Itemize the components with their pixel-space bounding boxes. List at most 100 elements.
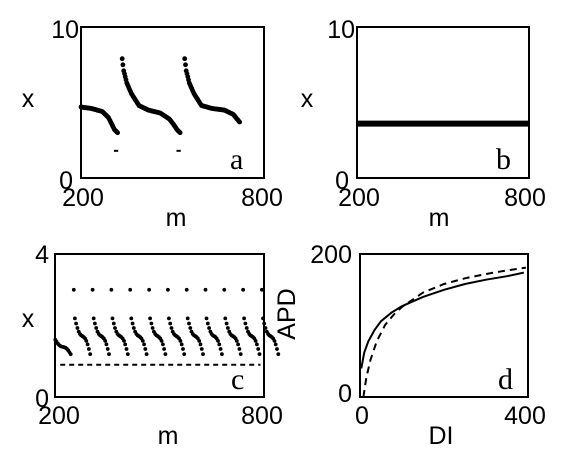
panel-b-xlabel: m (429, 204, 450, 232)
panel-c-data-point (124, 347, 129, 351)
panel-c-data-point (222, 287, 227, 292)
panel-c-data-point (257, 352, 262, 356)
panel-c-data-point (185, 316, 190, 321)
panel-c-data-point (207, 326, 212, 330)
panel-c-xlabel: m (158, 422, 179, 450)
panel-b-ytick-bottom: 0 (335, 167, 349, 195)
panel-c-data-point (162, 347, 167, 351)
panel-a-data-point (237, 119, 243, 125)
panel-c-ytick-top: 4 (35, 241, 49, 269)
panel-c-data-point (107, 352, 111, 356)
panel-c-data-point (226, 326, 230, 330)
panel-c-data-point (178, 339, 183, 343)
panel-c-data-point (71, 287, 76, 292)
panel-c-data-point (181, 347, 185, 351)
panel-c-data-point (201, 352, 205, 356)
panel-c-data-point (244, 326, 249, 330)
panel-a-data-point (119, 56, 125, 62)
panel-a-data-point (115, 130, 120, 136)
panel-d-ylabel: APD (273, 288, 301, 339)
panel-b-xtick-left: 200 (338, 184, 380, 212)
panel-c-data-point (197, 339, 202, 343)
panel-c-data-point (84, 339, 89, 343)
panel-c-data-point (217, 342, 222, 347)
panel-c-data-point (243, 321, 248, 326)
panel-c: 4 0 200 800 m x c (22, 241, 283, 450)
panel-c-data-point (261, 316, 265, 321)
panel-c-data-point (90, 287, 95, 292)
panel-d-frame (359, 253, 529, 398)
panel-c-ytick-bottom: 0 (35, 385, 49, 413)
panel-c-data-point (188, 326, 193, 330)
panel-d: 200 0 0 400 DI APD d (273, 241, 546, 450)
panel-c-data-point (73, 316, 77, 321)
panel-b-letter: b (496, 143, 511, 176)
panel-c-data-point (148, 316, 153, 321)
panel-c-data-point (218, 347, 223, 351)
panel-c-data-point (255, 342, 259, 347)
panel-c-data-point (205, 321, 210, 326)
panel-b-xtick-right: 800 (504, 184, 546, 212)
panel-c-data-point (236, 342, 241, 347)
panel-c-data-point (167, 316, 171, 321)
panel-c-data-point (150, 326, 155, 330)
panel-c-xtick-right: 800 (241, 402, 283, 430)
panel-c-data-point (94, 326, 99, 330)
panel-c-data-point (216, 339, 220, 343)
panel-d-xtick-right: 400 (504, 402, 546, 430)
panel-c-data-point (91, 316, 96, 321)
panel-c-data-point (224, 321, 229, 326)
panel-c-data-point (122, 339, 126, 343)
panel-c-data-point (147, 287, 152, 292)
panel-a-data-point (177, 130, 183, 136)
panel-a-data-point (120, 62, 126, 68)
panel-c-data-point (275, 347, 279, 351)
panel-c-data-point (87, 347, 91, 351)
panel-c-data-point (220, 352, 224, 356)
panel-c-data-point (169, 326, 174, 330)
panel-d-letter: d (498, 363, 513, 396)
panel-a-frame (80, 26, 265, 179)
panel-a-letter: a (230, 143, 243, 176)
panel-a-plot (78, 56, 243, 152)
panel-c-data-point (130, 321, 135, 326)
panel-c-data-point (113, 326, 117, 330)
panel-c-data-point (262, 321, 267, 326)
panel-c-plot (53, 287, 281, 366)
panel-a-ytick-top: 10 (51, 16, 79, 44)
panel-b-ylabel: x (301, 85, 314, 113)
panel-a-xtick-left: 200 (62, 184, 104, 212)
panel-c-data-point (234, 339, 239, 343)
panel-c-data-point (88, 352, 93, 356)
panel-c-data-point (144, 352, 149, 356)
panel-c-data-point (179, 342, 184, 347)
panel-c-data-point (131, 326, 136, 330)
panel-c-data-point (163, 352, 168, 356)
panel-c-data-point (263, 326, 268, 330)
panel-c-data-point (129, 316, 134, 321)
panel-c-data-point (125, 352, 130, 356)
panel-c-data-point (166, 287, 170, 292)
panel-b-frame (356, 26, 530, 179)
panel-a-data-point (183, 62, 188, 68)
panel-c-data-point (182, 352, 187, 356)
panel-c-data-point (241, 287, 246, 292)
panel-c-data-point (272, 339, 277, 343)
panel-c-data-point (204, 316, 209, 321)
panel-c-data-point (123, 342, 128, 347)
panel-b-ytick-top: 10 (327, 16, 355, 44)
panel-c-data-point (103, 339, 108, 343)
panel-d-xlabel: DI (429, 422, 454, 450)
panel-c-data-point (238, 352, 243, 356)
panel-c-data-point (260, 287, 264, 292)
panel-c-data-point (110, 316, 115, 321)
panel-c-data-point (140, 339, 145, 343)
panel-a-ylabel: x (22, 85, 35, 113)
panel-c-frame (54, 253, 265, 398)
panel-c-data-point (128, 287, 133, 292)
panel-c-data-point (184, 287, 189, 292)
panel-d-dashed-curve (362, 266, 527, 398)
panel-a-xtick-right: 800 (241, 184, 283, 212)
panel-c-data-point (68, 352, 73, 356)
